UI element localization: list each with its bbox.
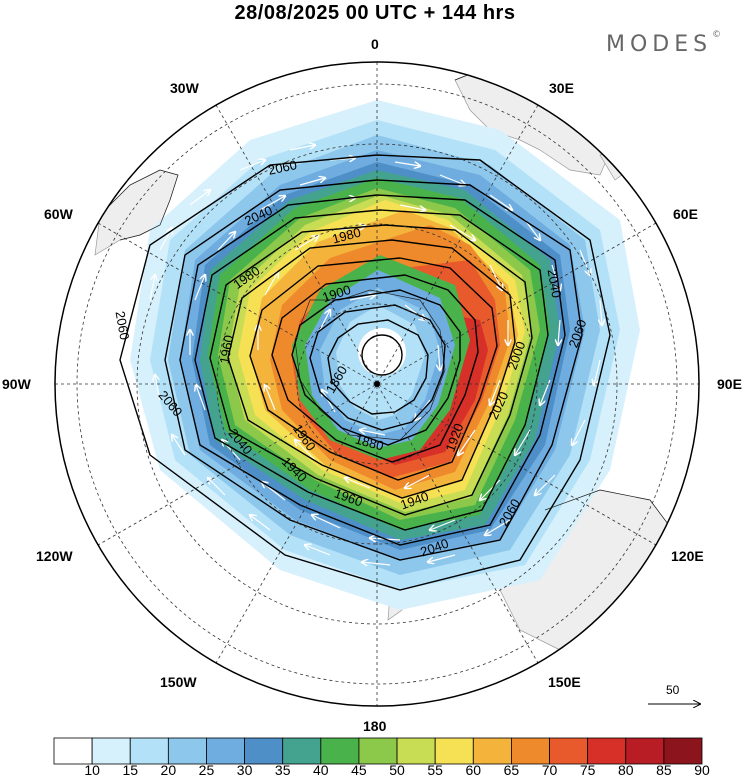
contour-1860 — [327, 319, 429, 415]
contour-2040 — [164, 179, 583, 561]
lon-label-0: 0 — [371, 36, 379, 52]
colorbar-label: 60 — [465, 762, 482, 778]
band-pole-calm — [358, 328, 406, 376]
brand-logo: MODES© — [606, 30, 722, 57]
lon-label-180: 180 — [363, 718, 387, 734]
colorbar-label: 55 — [427, 762, 443, 778]
contour-1880 — [309, 304, 446, 431]
map-border — [54, 61, 700, 707]
colorbar-label: 35 — [274, 762, 291, 778]
geopotential-contours — [119, 154, 611, 591]
colorbar-label: 40 — [313, 762, 329, 778]
contour-1960 — [227, 239, 516, 499]
colorbar-label: 20 — [160, 762, 177, 778]
lon-label-90e: 90E — [717, 376, 742, 392]
brand-name: MODES — [606, 32, 713, 57]
contour-1900 — [291, 289, 461, 446]
contour-center — [361, 334, 403, 376]
wind-vectors — [149, 145, 602, 565]
lon-label-90w: 90W — [2, 376, 31, 392]
lon-label-60e: 60E — [673, 206, 698, 222]
wind-scale-value: 50 — [666, 683, 680, 697]
colorbar-label: 25 — [198, 762, 215, 778]
map-title: 28/08/2025 00 UTC + 144 hrs — [234, 2, 516, 24]
colorbar-label: 30 — [236, 762, 253, 778]
colorbar-label: 75 — [579, 762, 596, 778]
wind-scale-arrow — [648, 697, 706, 711]
contour-1940 — [249, 257, 498, 481]
colorbar-label: 90 — [694, 762, 710, 778]
lon-label-150e: 150E — [548, 674, 581, 690]
lon-label-30w: 30W — [170, 80, 199, 96]
colorbar-label: 70 — [541, 762, 558, 778]
lon-label-120e: 120E — [671, 548, 704, 564]
contour-2060 — [119, 154, 611, 591]
graticule — [55, 62, 699, 706]
colorbar-label: 15 — [122, 762, 139, 778]
colorbar-label: 80 — [617, 762, 634, 778]
colorbar-label: 50 — [389, 762, 405, 778]
contour-2000 — [194, 209, 549, 531]
contour-1920 — [271, 274, 479, 463]
brand-mark: © — [712, 30, 722, 40]
lon-label-60w: 60W — [44, 206, 73, 222]
contour-1980 — [209, 224, 533, 516]
contour-2020 — [179, 194, 566, 546]
colorbar-label: 10 — [84, 762, 100, 778]
lon-label-120w: 120W — [36, 548, 73, 564]
lon-label-150w: 150W — [160, 674, 197, 690]
lon-label-30e: 30E — [549, 80, 574, 96]
wind-speed-shading — [130, 100, 640, 610]
pole-marker — [374, 381, 380, 387]
colorbar-label: 85 — [656, 762, 672, 778]
colorbar-label: 45 — [351, 762, 367, 778]
colorbar-label: 65 — [503, 762, 520, 778]
